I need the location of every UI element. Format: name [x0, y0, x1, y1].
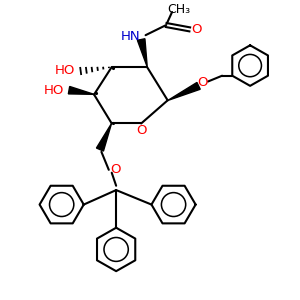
Text: O: O — [191, 23, 202, 36]
Text: O: O — [110, 163, 121, 176]
Polygon shape — [168, 82, 200, 100]
Polygon shape — [68, 86, 94, 94]
Text: CH₃: CH₃ — [167, 3, 190, 16]
Text: HO: HO — [44, 84, 64, 97]
Polygon shape — [137, 39, 147, 67]
Polygon shape — [96, 123, 112, 151]
Text: O: O — [197, 76, 207, 89]
Text: O: O — [136, 124, 147, 137]
Text: HN: HN — [121, 30, 141, 43]
Text: HO: HO — [54, 64, 75, 77]
